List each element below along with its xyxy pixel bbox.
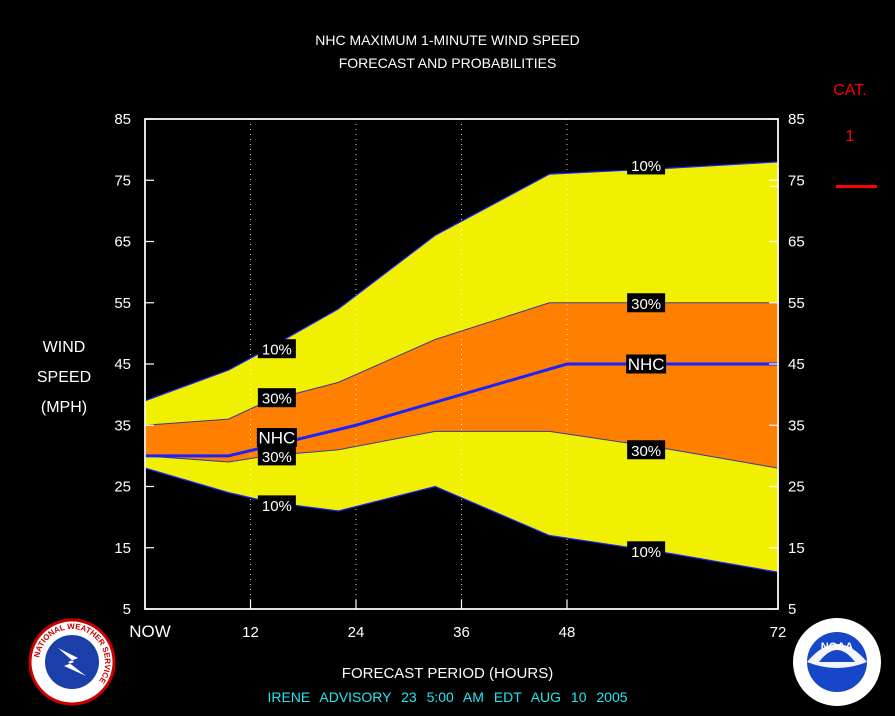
y-tick-label-left: 75 bbox=[114, 172, 131, 189]
y-tick-label-left: 55 bbox=[114, 295, 131, 312]
y-tick-label-left: 5 bbox=[123, 601, 131, 618]
series-label: 10% bbox=[631, 158, 661, 175]
y-tick-label-right: 15 bbox=[788, 540, 805, 557]
national-weather-service-logo: NATIONAL WEATHER SERVICE bbox=[28, 618, 116, 706]
y-tick-label-right: 75 bbox=[788, 172, 805, 189]
x-tick-label: 48 bbox=[559, 624, 576, 641]
y-tick-label-left: 25 bbox=[114, 479, 131, 496]
x-tick-label: 36 bbox=[453, 624, 470, 641]
y-tick-label-right: 5 bbox=[788, 601, 796, 618]
series-label-box bbox=[257, 339, 296, 359]
series-label: 30% bbox=[262, 391, 292, 408]
series-label: 10% bbox=[631, 544, 661, 561]
advisory-line: IRENE ADVISORY 23 5:00 AM EDT AUG 10 200… bbox=[267, 689, 628, 705]
category-threshold-marker bbox=[836, 185, 877, 188]
series-label: 30% bbox=[631, 443, 661, 460]
x-tick-label: 24 bbox=[348, 624, 365, 641]
series-label-box bbox=[257, 446, 296, 466]
series-label-box bbox=[627, 440, 666, 460]
series-label-box bbox=[627, 541, 666, 561]
series-label: 30% bbox=[262, 449, 292, 466]
series-label: NHC bbox=[258, 429, 295, 448]
y-tick-label-left: 35 bbox=[114, 417, 131, 434]
y-tick-label-right: 85 bbox=[788, 111, 805, 128]
series-label-box bbox=[257, 495, 296, 515]
series-label: 30% bbox=[631, 296, 661, 313]
series-label-box bbox=[257, 388, 296, 408]
series-label-box bbox=[626, 354, 667, 374]
y-tick-label-left: 85 bbox=[114, 111, 131, 128]
y-axis-label: WIND SPEED (MPH) bbox=[22, 333, 106, 423]
series-label-box bbox=[256, 428, 297, 447]
chart-title-line2: FORECAST AND PROBABILITIES bbox=[338, 55, 557, 71]
category-value: 1 bbox=[845, 128, 855, 145]
y-tick-label-right: 65 bbox=[788, 234, 805, 251]
y-tick-label-right: 35 bbox=[788, 417, 805, 434]
chart-title-line1: NHC MAXIMUM 1-MINUTE WIND SPEED bbox=[315, 32, 580, 48]
band-30-percent bbox=[145, 302, 778, 469]
y-tick-label-right: 45 bbox=[788, 356, 805, 373]
noaa-logo-text: NOAA bbox=[821, 641, 853, 653]
y-axis-label-line1: WIND bbox=[42, 339, 86, 356]
y-tick-label-left: 15 bbox=[114, 540, 131, 557]
series-label-box bbox=[627, 155, 666, 175]
noaa-logo: NOAA bbox=[793, 618, 881, 706]
y-tick-label-right: 55 bbox=[788, 295, 805, 312]
series-label: 10% bbox=[262, 342, 292, 359]
series-label: NHC bbox=[628, 355, 665, 374]
series-label: 10% bbox=[262, 498, 292, 515]
y-axis-label-line2: SPEED bbox=[36, 369, 92, 386]
x-tick-label: NOW bbox=[129, 622, 171, 641]
y-axis-label-line3: (MPH) bbox=[40, 399, 88, 416]
x-axis-label: FORECAST PERIOD (HOURS) bbox=[341, 665, 554, 682]
y-tick-label-left: 45 bbox=[114, 356, 131, 373]
category-label: CAT. bbox=[833, 82, 867, 99]
y-tick-label-left: 65 bbox=[114, 234, 131, 251]
x-tick-label: 72 bbox=[770, 624, 787, 641]
x-tick-label: 12 bbox=[242, 624, 259, 641]
y-tick-label-right: 25 bbox=[788, 479, 805, 496]
series-label-box bbox=[627, 293, 666, 313]
lightning-icon bbox=[58, 648, 86, 676]
